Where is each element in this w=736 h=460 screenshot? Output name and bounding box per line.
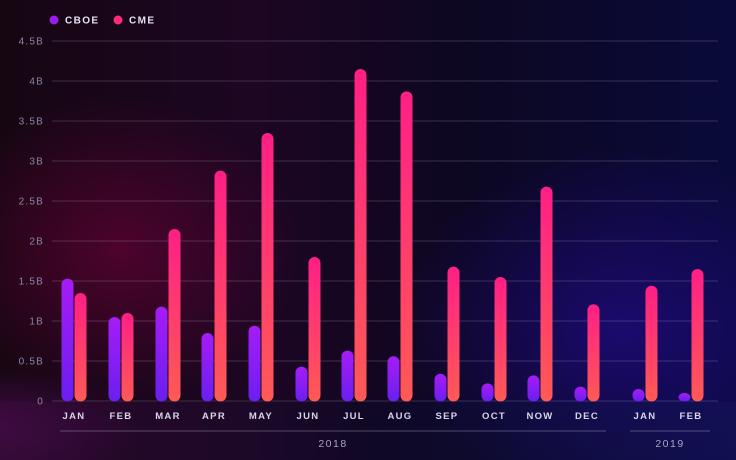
bar-cme xyxy=(214,170,227,402)
bar-cme xyxy=(308,257,321,402)
legend: CBOE CME xyxy=(49,15,155,27)
y-tick-label: 3B xyxy=(29,157,44,168)
month-label: MAY xyxy=(249,411,273,422)
legend-label: CME xyxy=(129,16,155,27)
bar-cme xyxy=(587,304,600,402)
month-label: NOW xyxy=(526,411,553,422)
bar-cme xyxy=(691,269,704,402)
month-label: APR xyxy=(202,411,226,422)
bar-cme xyxy=(354,69,367,402)
bar-cme xyxy=(261,133,274,402)
bar-cboe xyxy=(574,386,587,402)
bar-cme xyxy=(494,277,507,402)
month-label: MAR xyxy=(155,411,181,422)
bar-cme xyxy=(74,293,87,402)
bar-cboe xyxy=(248,325,261,402)
y-tick-label: 0 xyxy=(37,397,44,408)
bars xyxy=(61,69,704,402)
month-label: JUN xyxy=(297,411,320,422)
y-tick-label: 2.5B xyxy=(19,197,44,208)
axis-band xyxy=(0,402,736,460)
grid-lines xyxy=(52,40,718,402)
bar-cboe xyxy=(387,356,400,402)
bar-cme xyxy=(121,313,134,402)
bar-cboe xyxy=(201,333,214,402)
y-tick-label: 1B xyxy=(29,317,44,328)
y-tick-label: 2B xyxy=(29,237,44,248)
bar-cboe xyxy=(295,366,308,402)
x-axis: JAN FEB MAR APR MAY JUN JUL AUG SEP OCT NOW DEC 2018… xyxy=(60,411,710,450)
bar-cboe xyxy=(632,389,645,402)
bar-cboe xyxy=(434,373,447,402)
y-tick-label: 0.5B xyxy=(19,357,44,368)
bar-cboe xyxy=(155,306,168,402)
y-tick-label: 1.5B xyxy=(19,277,44,288)
legend-marker-cboe xyxy=(49,15,59,25)
month-label: JAN xyxy=(634,411,657,422)
legend-marker-cme xyxy=(113,15,123,25)
y-tick-label: 4.5B xyxy=(19,37,44,48)
y-tick-label: 3.5B xyxy=(19,117,44,128)
month-label: JAN xyxy=(63,411,86,422)
y-axis: 0 0.5B 1B 1.5B 2B 2.5B 3B 3.5B 4B 4.5B xyxy=(19,37,44,408)
bar-cme xyxy=(447,266,460,402)
month-label: OCT xyxy=(482,411,506,422)
month-label: AUG xyxy=(387,411,412,422)
bar-cboe xyxy=(341,350,354,402)
y-tick-label: 4B xyxy=(29,77,44,88)
bar-cme xyxy=(168,229,181,402)
month-label: FEB xyxy=(110,411,133,422)
month-label: JUL xyxy=(343,411,365,422)
bar-cboe xyxy=(481,383,494,402)
bar-cboe xyxy=(678,393,691,402)
bar-cboe xyxy=(108,317,121,402)
bar-cme xyxy=(645,285,658,402)
year-label: 2019 xyxy=(655,438,684,450)
year-label: 2018 xyxy=(318,438,347,450)
month-label: SEP xyxy=(436,411,459,422)
bar-cme xyxy=(540,186,553,402)
bar-cboe xyxy=(61,278,74,402)
month-label: FEB xyxy=(680,411,703,422)
bar-cme xyxy=(400,91,413,402)
month-label: DEC xyxy=(575,411,599,422)
legend-label: CBOE xyxy=(65,16,100,27)
bar-cboe xyxy=(527,375,540,402)
